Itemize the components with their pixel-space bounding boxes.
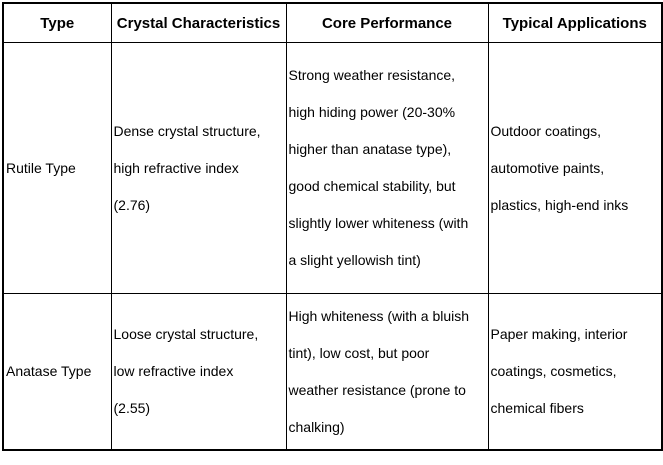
- header-crystal-characteristics: Crystal Characteristics: [110, 2, 287, 43]
- table-row-rutile: Rutile Type Dense crystal structure, hig…: [2, 42, 663, 294]
- table-header-row: Type Crystal Characteristics Core Perfor…: [2, 2, 663, 43]
- cell-anatase-crystal-characteristics: Loose crystal structure, low refractive …: [110, 293, 287, 451]
- cell-rutile-core-performance: Strong weather resistance, high hiding p…: [285, 42, 489, 294]
- header-type: Type: [2, 2, 112, 43]
- cell-rutile-crystal-characteristics: Dense crystal structure, high refractive…: [110, 42, 287, 294]
- table-row-anatase: Anatase Type Loose crystal structure, lo…: [2, 293, 663, 451]
- cell-anatase-type: Anatase Type: [2, 293, 112, 451]
- cell-anatase-typical-applications: Paper making, interior coatings, cosmeti…: [487, 293, 663, 451]
- header-typical-applications: Typical Applications: [487, 2, 663, 43]
- header-core-performance: Core Performance: [285, 2, 489, 43]
- tio2-comparison-table: Type Crystal Characteristics Core Perfor…: [2, 2, 663, 451]
- cell-anatase-core-performance: High whiteness (with a bluish tint), low…: [285, 293, 489, 451]
- cell-rutile-typical-applications: Outdoor coatings, automotive paints, pla…: [487, 42, 663, 294]
- cell-rutile-type: Rutile Type: [2, 42, 112, 294]
